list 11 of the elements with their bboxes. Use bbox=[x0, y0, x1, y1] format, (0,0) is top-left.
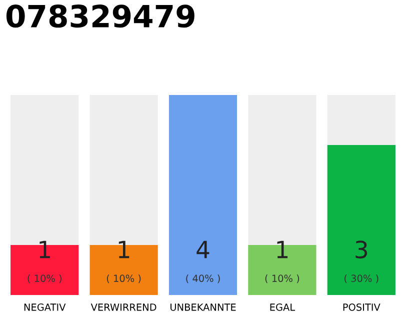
data-label: 1 ( 10% ) bbox=[265, 240, 300, 284]
x-tick-label: UNBEKANNTE bbox=[170, 304, 236, 311]
data-label: 1 ( 10% ) bbox=[106, 240, 141, 284]
x-tick-label: POSITIV bbox=[343, 304, 380, 311]
data-label: 3 ( 30% ) bbox=[344, 240, 378, 284]
x-tick-label: NEGATIV bbox=[24, 304, 66, 311]
data-label: 1 ( 10% ) bbox=[28, 240, 62, 284]
chart-title: 078329479 bbox=[6, 4, 194, 28]
x-tick-label: EGAL bbox=[270, 304, 296, 311]
x-tick-label: VERWIRREND bbox=[90, 304, 156, 311]
data-label: 4 ( 40% ) bbox=[186, 240, 220, 284]
